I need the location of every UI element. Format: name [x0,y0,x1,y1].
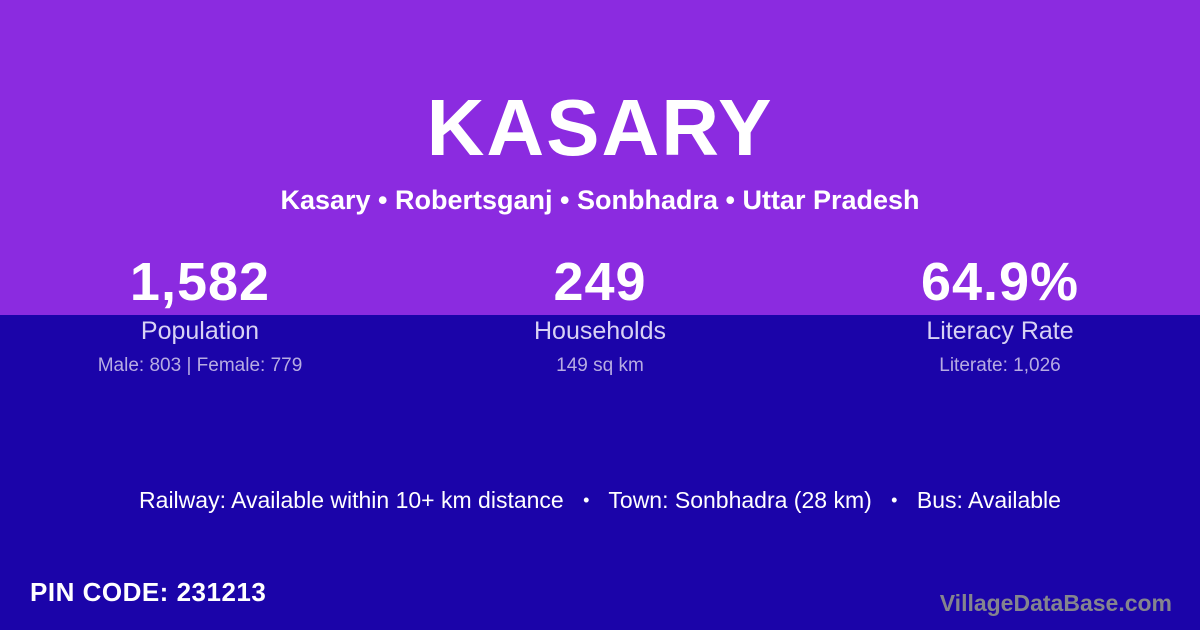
population-value: 1,582 [129,252,271,312]
population-label: Population [140,317,260,345]
bus-info: Bus: Available [916,487,1061,513]
village-title: KASARY [426,83,774,172]
site-watermark: VillageDataBase.com [939,590,1172,616]
households-label: Households [533,317,667,345]
area-value: 149 sq km [556,355,644,376]
pin-code-label: PIN CODE: 231213 [30,577,267,607]
town-info: Town: Sonbhadra (28 km) [608,487,872,513]
village-breadcrumb: Kasary • Robertsganj • Sonbhadra • Uttar… [280,185,920,215]
stat-households: 249 Households 149 sq km [400,253,800,379]
households-value: 249 [553,252,647,312]
stats-row: 1,582 Population Male: 803 | Female: 779… [0,253,1200,379]
bullet-separator: • [583,490,590,510]
stat-population: 1,582 Population Male: 803 | Female: 779 [0,253,400,379]
stat-literacy: 64.9% Literacy Rate Literate: 1,026 [800,253,1200,379]
population-breakdown: Male: 803 | Female: 779 [97,355,303,376]
bottom-blue-panel [0,315,1200,630]
transport-info-line: Railway: Available within 10+ km distanc… [0,485,1200,515]
literate-count: Literate: 1,026 [939,355,1061,376]
railway-info: Railway: Available within 10+ km distanc… [139,487,564,513]
literacy-value: 64.9% [920,252,1080,312]
bullet-separator: • [891,490,898,510]
top-purple-panel [0,0,1200,315]
literacy-label: Literacy Rate [926,317,1074,345]
